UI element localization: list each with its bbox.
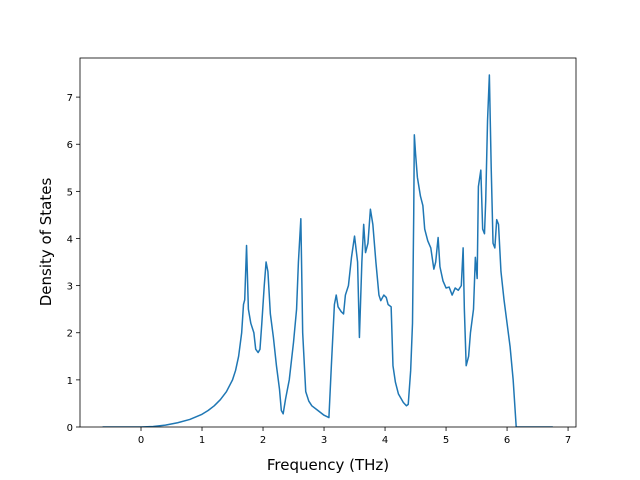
y-tick-label: 4 — [67, 234, 73, 245]
x-tick-label: 6 — [504, 435, 510, 446]
y-tick-label: 7 — [67, 93, 73, 104]
line-series — [102, 74, 553, 427]
x-tick-label: 2 — [260, 435, 266, 446]
plot-frame — [79, 57, 577, 428]
y-tick-label: 0 — [67, 423, 73, 434]
y-tick-label: 3 — [67, 282, 73, 293]
x-tick-label: 3 — [321, 435, 327, 446]
y-tick-label: 6 — [67, 140, 73, 151]
x-tick-label: 4 — [382, 435, 388, 446]
y-axis-label: Density of States — [37, 178, 55, 307]
x-axis-label: Frequency (THz) — [267, 456, 389, 474]
x-tick-label: 5 — [443, 435, 449, 446]
x-tick-label: 1 — [199, 435, 205, 446]
y-tick-label: 5 — [67, 187, 73, 198]
y-tick-label: 2 — [67, 329, 73, 340]
x-tick-label: 0 — [138, 435, 144, 446]
y-tick-label: 1 — [67, 376, 73, 387]
x-tick-label: 7 — [565, 435, 571, 446]
